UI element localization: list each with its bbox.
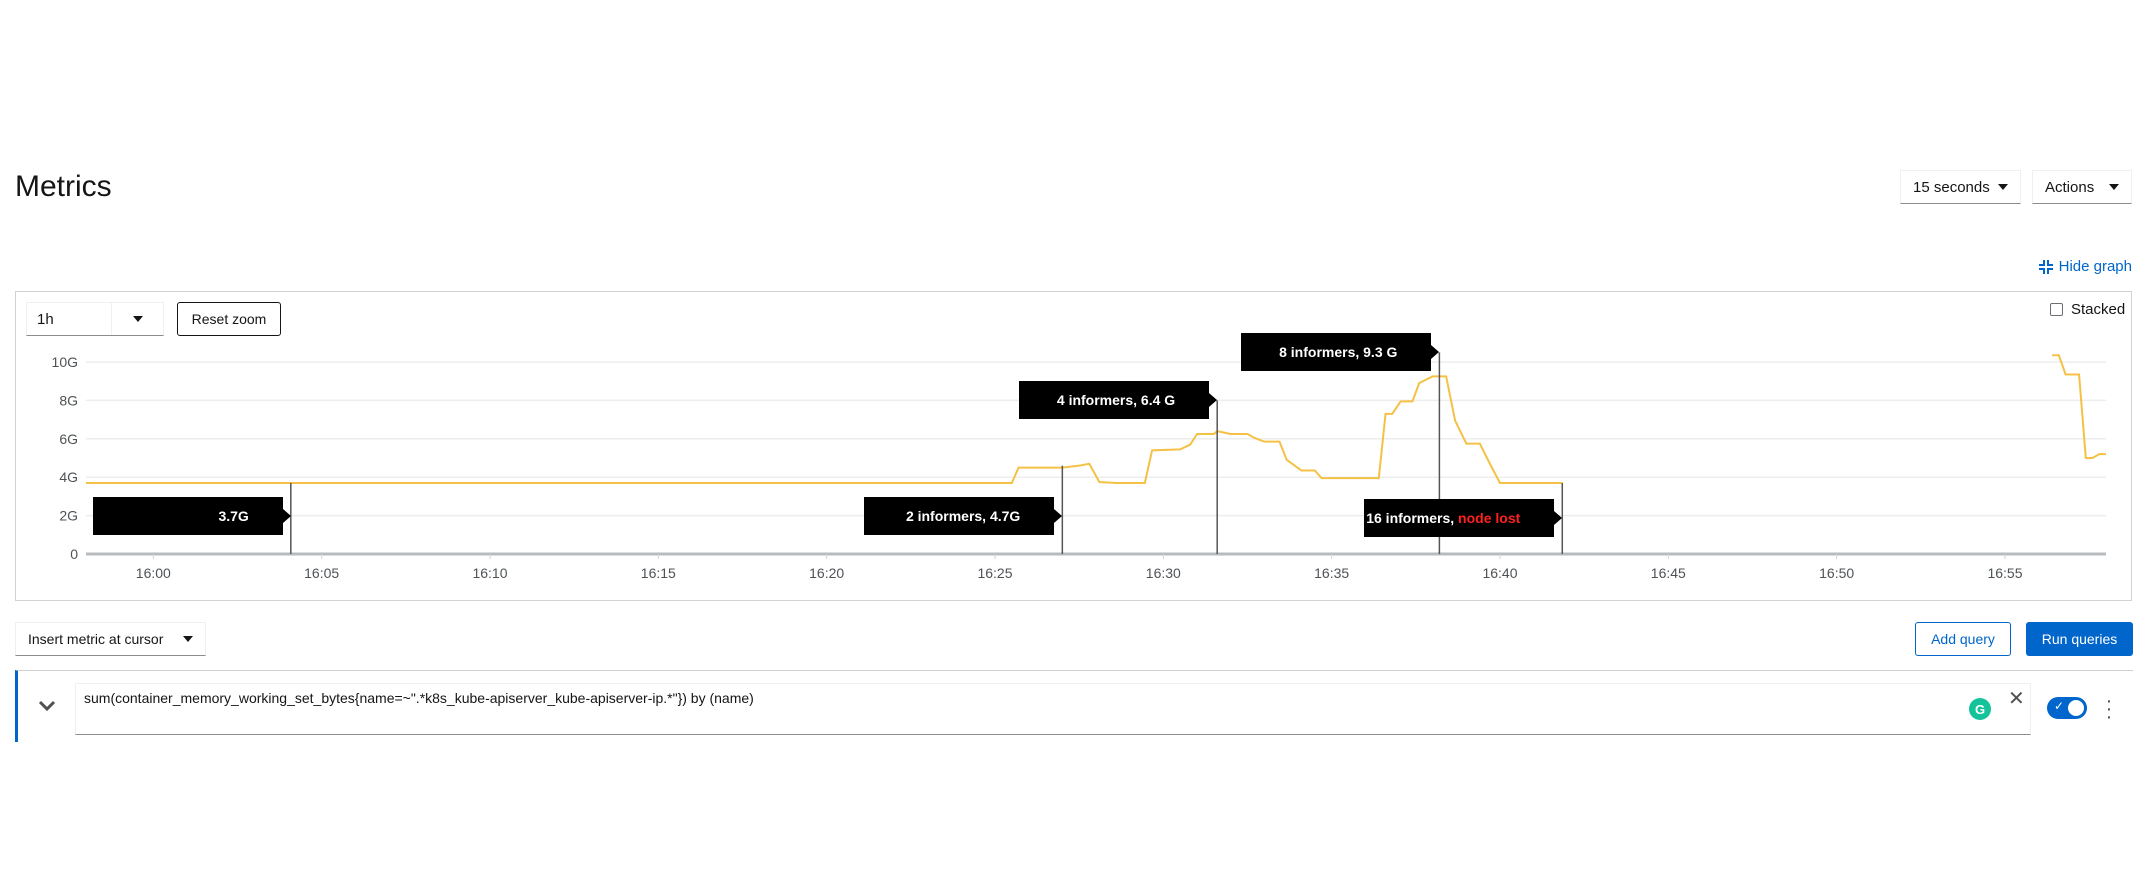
time-range-dropdown[interactable]: 1h bbox=[26, 302, 164, 336]
y-tick-label: 2G bbox=[59, 508, 78, 524]
insert-metric-label: Insert metric at cursor bbox=[28, 631, 164, 647]
stacked-label: Stacked bbox=[2071, 301, 2126, 318]
annotation-text: 3.7G bbox=[218, 507, 249, 524]
x-tick-label: 16:25 bbox=[977, 565, 1012, 581]
series-line bbox=[2052, 354, 2106, 459]
annotation-highlight: node lost bbox=[1458, 509, 1521, 526]
actions-label: Actions bbox=[2045, 178, 2095, 196]
caret-down-icon bbox=[132, 316, 143, 322]
chevron-down-icon[interactable] bbox=[38, 700, 56, 712]
annotation-text: 4 informers, 6.4 G bbox=[1056, 392, 1176, 409]
annotation-text: 2 informers, 4.7G bbox=[905, 507, 1021, 524]
hide-graph-link[interactable]: Hide graph bbox=[2038, 258, 2132, 275]
annotation-label: 16 informers, node lost bbox=[1364, 498, 1563, 537]
x-tick-label: 16:20 bbox=[809, 565, 844, 581]
hide-graph-label: Hide graph bbox=[2058, 258, 2132, 275]
query-expression-text: sum(container_memory_working_set_bytes{n… bbox=[84, 690, 754, 706]
y-tick-label: 0 bbox=[70, 546, 78, 562]
annotation-text: 16 informers, bbox=[1366, 509, 1459, 526]
time-range-toggle[interactable] bbox=[111, 303, 163, 335]
y-tick-label: 8G bbox=[59, 392, 78, 408]
compress-icon bbox=[2038, 259, 2053, 274]
y-tick-label: 4G bbox=[59, 469, 78, 485]
x-tick-label: 16:05 bbox=[304, 565, 339, 581]
annotation-label: 2 informers, 4.7G bbox=[864, 496, 1063, 535]
query-row bbox=[15, 670, 2133, 742]
graph-panel bbox=[15, 291, 2132, 601]
query-expression-input[interactable]: sum(container_memory_working_set_bytes{n… bbox=[75, 683, 2031, 735]
series-line bbox=[86, 375, 1563, 484]
grammarly-icon[interactable]: G bbox=[1969, 698, 1991, 720]
toggle-knob bbox=[2068, 700, 2084, 716]
insert-metric-dropdown[interactable]: Insert metric at cursor bbox=[15, 622, 206, 656]
add-query-button[interactable]: Add query bbox=[1915, 622, 2011, 656]
caret-down-icon bbox=[1998, 184, 2008, 190]
refresh-interval-value: 15 seconds bbox=[1913, 178, 1990, 196]
stacked-checkbox[interactable] bbox=[2050, 303, 2063, 316]
x-tick-label: 16:35 bbox=[1314, 565, 1349, 581]
y-tick-label: 6G bbox=[59, 431, 78, 447]
run-queries-button[interactable]: Run queries bbox=[2026, 622, 2133, 656]
annotation-label: 3.7G bbox=[92, 496, 291, 535]
annotation-label: 8 informers, 9.3 G bbox=[1241, 333, 1440, 372]
query-enabled-toggle[interactable]: ✓ bbox=[2047, 697, 2087, 719]
stacked-checkbox-group[interactable]: Stacked bbox=[2050, 301, 2125, 318]
kebab-menu-icon[interactable]: · · · bbox=[2105, 690, 2113, 728]
x-tick-label: 16:50 bbox=[1819, 565, 1854, 581]
clear-query-icon[interactable]: ✕ bbox=[2008, 688, 2025, 710]
x-tick-label: 16:30 bbox=[1146, 565, 1181, 581]
x-tick-label: 16:10 bbox=[472, 565, 507, 581]
caret-down-icon bbox=[2109, 184, 2119, 190]
annotation-text: 8 informers, 9.3 G bbox=[1279, 344, 1398, 361]
reset-zoom-button[interactable]: Reset zoom bbox=[177, 302, 281, 336]
check-icon: ✓ bbox=[2054, 699, 2065, 713]
x-tick-label: 16:15 bbox=[641, 565, 676, 581]
x-tick-label: 16:00 bbox=[136, 565, 171, 581]
x-tick-label: 16:40 bbox=[1482, 565, 1517, 581]
time-range-value: 1h bbox=[37, 310, 54, 328]
annotation-label: 4 informers, 6.4 G bbox=[1019, 381, 1218, 420]
refresh-interval-dropdown[interactable]: 15 seconds bbox=[1900, 170, 2021, 204]
caret-down-icon bbox=[183, 636, 193, 642]
x-tick-label: 16:55 bbox=[1987, 565, 2022, 581]
y-tick-label: 10G bbox=[52, 354, 78, 370]
x-tick-label: 16:45 bbox=[1651, 565, 1686, 581]
actions-dropdown[interactable]: Actions bbox=[2032, 170, 2132, 204]
page-title: Metrics bbox=[15, 170, 112, 203]
